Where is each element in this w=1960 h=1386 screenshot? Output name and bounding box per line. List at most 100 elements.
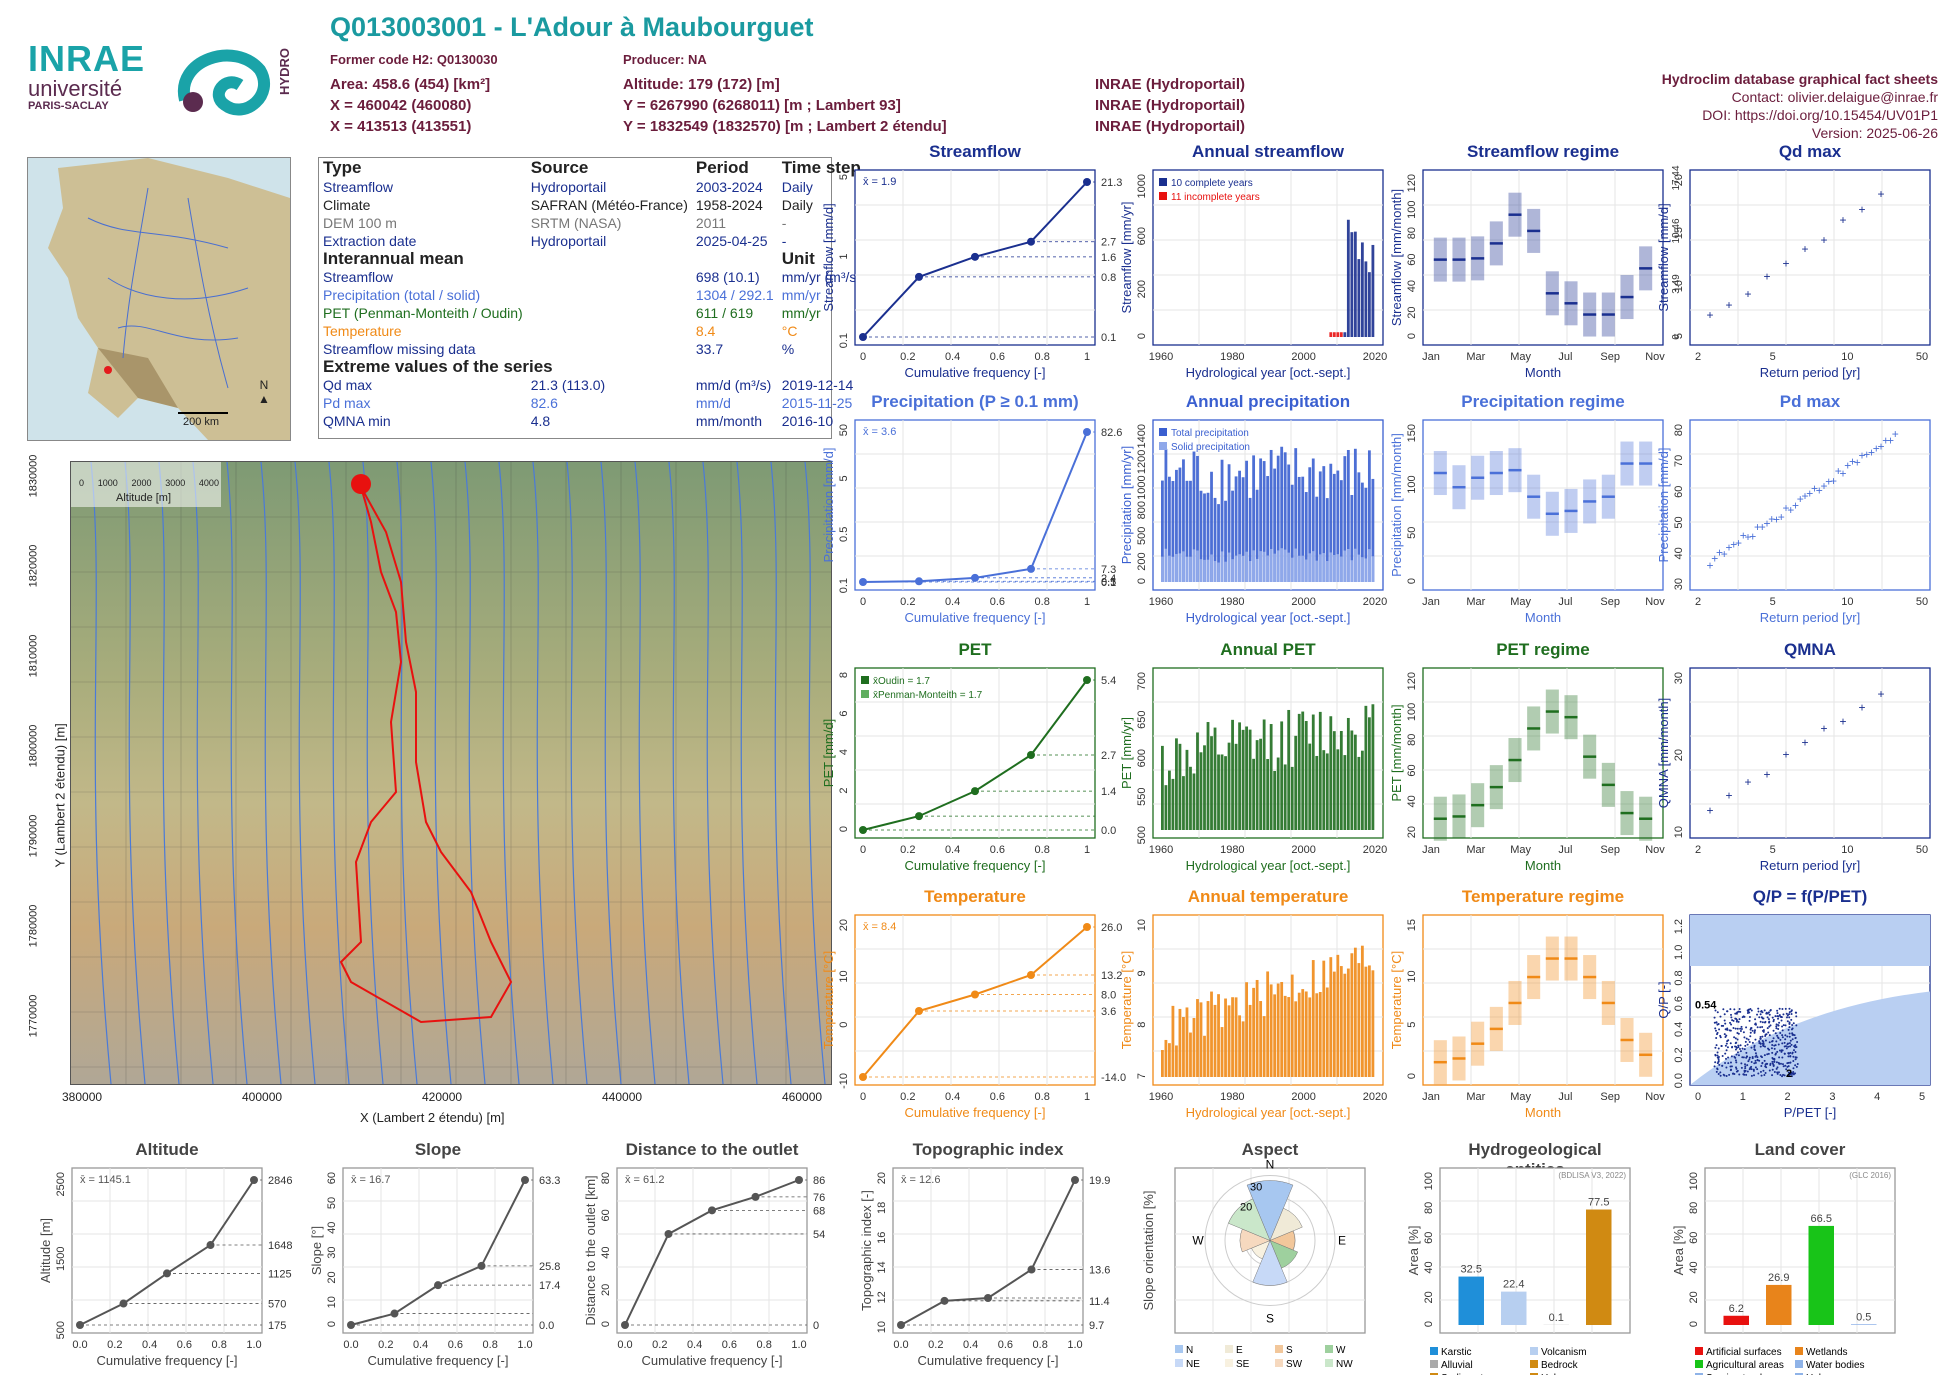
bar — [1308, 997, 1312, 1077]
bar — [1304, 492, 1308, 582]
x-tick-label: 0.8 — [1035, 844, 1050, 856]
bar — [1175, 469, 1178, 582]
bar — [1252, 987, 1256, 1077]
x-tick-label: 0.6 — [990, 844, 1005, 856]
scatter-point — [1729, 1069, 1732, 1072]
scatter-point — [1746, 1043, 1749, 1046]
scatter-point: + — [1868, 446, 1875, 460]
x-tick-label: 0.2 — [900, 844, 915, 856]
mean-label: x̄ = 61.2 — [625, 1174, 664, 1186]
x-tick-label: Jul — [1558, 1091, 1572, 1103]
x-axis-label: Month — [1525, 365, 1561, 380]
bar — [1231, 997, 1234, 1077]
page-title: Q013003001 - L'Adour à Maubourguet — [330, 12, 814, 42]
bar-solid — [1196, 550, 1199, 582]
x-axis-label: Cumulative frequency [-] — [918, 1353, 1059, 1368]
scatter-point — [1734, 1037, 1737, 1040]
bar — [1329, 957, 1333, 1077]
scatter-point — [1737, 1046, 1740, 1049]
scatter-point — [1779, 1032, 1782, 1035]
bar — [1210, 736, 1213, 830]
legend-entry: x̄Penman-Monteith = 1.7 — [873, 690, 983, 701]
scatter-point — [1714, 1061, 1717, 1064]
scatter-point: + — [1763, 517, 1770, 531]
scatter-point — [1729, 1021, 1732, 1024]
right-tick-label: 21.3 — [1101, 177, 1122, 189]
map-xtick: 380000 — [62, 1090, 103, 1104]
bar — [1339, 966, 1343, 1077]
scatter-point — [1792, 1067, 1795, 1070]
bar — [1248, 497, 1252, 582]
bar-solid — [1371, 556, 1375, 582]
streamflow_regime-title: Streamflow regime — [1466, 142, 1620, 161]
bar-solid — [1364, 558, 1368, 582]
scatter-point — [1776, 1012, 1779, 1015]
scatter-point: + — [1782, 256, 1789, 270]
landcover-panel: Land cover 0 20 40 60 80 100 Area [%] 6.2 26.9 66.… — [1665, 1140, 1940, 1375]
scatter-point — [1783, 1074, 1786, 1077]
aspect-title: Aspect — [1241, 1140, 1299, 1159]
y-tick-label: 10 — [1673, 826, 1685, 838]
scatter-point — [1781, 1063, 1784, 1066]
bar — [1360, 750, 1364, 830]
right-tick-label: 0.1 — [1101, 577, 1116, 589]
scatter-point — [1777, 1017, 1780, 1020]
map-legend-tick: 3000 — [165, 478, 186, 488]
bar — [1304, 991, 1308, 1077]
bar — [1206, 722, 1210, 830]
scatter-point: + — [1882, 433, 1889, 447]
scatter-point: + — [1858, 701, 1865, 715]
temp-chart: 0 0.2 0.4 0.6 0.8 1 -10 0 10 20 Cumulative frequen… — [821, 914, 1126, 1120]
scatter-point — [1739, 1030, 1742, 1033]
bar — [1164, 1039, 1168, 1077]
scatter-point — [1724, 1036, 1727, 1039]
data-label: 32.5 — [1461, 1264, 1482, 1276]
bar — [1350, 730, 1354, 830]
scatter-point — [1775, 1025, 1778, 1028]
scatter-point — [1785, 1012, 1788, 1015]
scatter-point — [1714, 1009, 1717, 1012]
bar-solid — [1311, 551, 1315, 582]
bar — [1213, 497, 1217, 582]
aspect-wedge — [1269, 1207, 1303, 1241]
pd_max-chart: 2 5 10 50 30 40 50 60 70 80 Return period [yr] Prec… — [1656, 419, 1931, 625]
y2-tick-label: 3.49 — [1671, 274, 1682, 294]
annual_temp-panel: Annual temperature 1960 1980 2000 2020 7 8 9 10 H… — [1113, 887, 1428, 1127]
scatter-point — [1768, 1034, 1771, 1037]
scatter-point — [1733, 1055, 1736, 1058]
bar — [1318, 471, 1322, 582]
scatter-point — [1790, 1043, 1793, 1046]
scatter-point — [1778, 1049, 1781, 1052]
x-axis-label: Return period [yr] — [1760, 610, 1860, 625]
scatter-point — [1780, 1015, 1783, 1018]
bar — [1301, 989, 1305, 1077]
y-tick-label: 60 — [326, 1172, 338, 1184]
scatter-point — [1739, 1044, 1742, 1047]
scatter-point — [1756, 1068, 1759, 1071]
y-tick-label: 15 — [1673, 227, 1685, 239]
qp-chart: 0 1 2 3 4 5 0.0 0.2 0.4 0.6 0.8 1.0 1.2 P/PET [-] Q/P … — [1656, 914, 1931, 1120]
y2-tick-label: 10.46 — [1671, 218, 1682, 243]
y-tick-label: 0.4 — [1673, 1022, 1685, 1037]
bar — [1245, 726, 1249, 830]
scatter-point — [1786, 1043, 1789, 1046]
scatter-point — [1782, 1065, 1785, 1068]
y-tick-label: 10 — [838, 970, 850, 982]
y-tick-label: 10 — [326, 1296, 338, 1308]
x-axis-label: Cumulative frequency [-] — [97, 1353, 238, 1368]
bar-solid — [1224, 561, 1227, 582]
scatter-point — [1739, 1050, 1742, 1053]
y-tick-label: 8 — [1136, 1022, 1148, 1028]
pd_max-title: Pd max — [1779, 392, 1841, 411]
pet_regime-title: PET regime — [1496, 640, 1590, 659]
scatter-point — [1777, 1071, 1780, 1074]
scatter-point — [1745, 1051, 1748, 1054]
scatter-point — [1786, 1035, 1789, 1038]
y-axis-label: Precipitation [mm/month] — [1389, 433, 1404, 577]
precip-frame — [854, 419, 1096, 591]
scatter-point: + — [1858, 203, 1865, 217]
annual_temp-title: Annual temperature — [1187, 887, 1349, 906]
scatter-point — [1777, 1036, 1780, 1039]
bar — [1255, 489, 1259, 582]
scatter-point — [1776, 1071, 1779, 1074]
